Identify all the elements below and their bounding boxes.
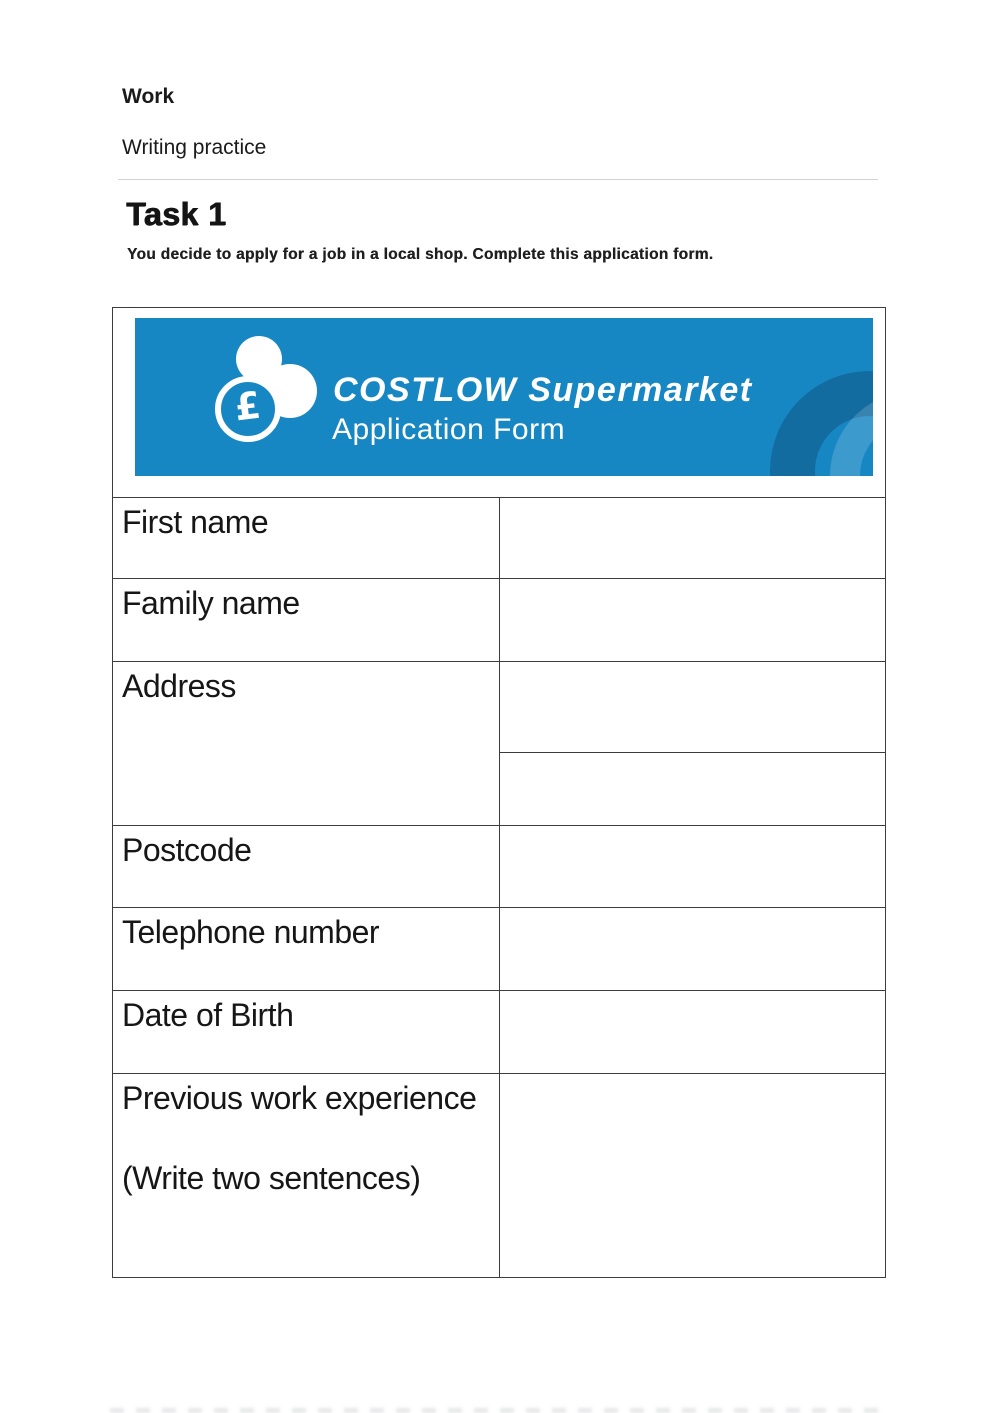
task-instruction: You decide to apply for a job in a local… xyxy=(127,246,714,263)
banner-form-title: Application Form xyxy=(332,413,566,446)
first-name-label: First name xyxy=(112,497,500,579)
previous-work-experience-answer-cell[interactable] xyxy=(498,1073,886,1278)
address-answer-cell-line1[interactable] xyxy=(498,661,886,753)
date-of-birth-answer-cell[interactable] xyxy=(498,990,886,1074)
postcode-answer-cell[interactable] xyxy=(498,825,886,908)
write-two-sentences-note: (Write two sentences) xyxy=(122,1159,421,1196)
banner-cell: £ COSTLOW Supermarket Application Form xyxy=(112,307,886,498)
section-heading: Work xyxy=(122,85,175,108)
telephone-number-label: Telephone number xyxy=(112,907,500,991)
worksheet-subtitle: Writing practice xyxy=(122,136,267,159)
task-title: Task 1 xyxy=(126,196,227,232)
family-name-label: Family name xyxy=(112,578,500,662)
horizontal-divider xyxy=(118,179,878,180)
date-of-birth-label: Date of Birth xyxy=(112,990,500,1074)
banner-image: £ COSTLOW Supermarket Application Form xyxy=(135,318,873,476)
telephone-number-answer-cell[interactable] xyxy=(498,907,886,991)
previous-work-experience-label: Previous work experience (Write two sent… xyxy=(112,1073,500,1278)
postcode-label: Postcode xyxy=(112,825,500,908)
previous-work-experience-label-text: Previous work experience xyxy=(122,1080,477,1116)
address-label: Address xyxy=(112,661,500,826)
family-name-answer-cell[interactable] xyxy=(498,578,886,662)
first-name-answer-cell[interactable] xyxy=(498,497,886,579)
brand-name: COSTLOW Supermarket xyxy=(333,371,753,409)
address-answer-cell-line2[interactable] xyxy=(498,752,886,826)
pound-coin-icon: £ xyxy=(215,376,281,442)
application-form-table: £ COSTLOW Supermarket Application Form F… xyxy=(112,307,886,1278)
cutoff-print-artifact xyxy=(110,1408,890,1413)
